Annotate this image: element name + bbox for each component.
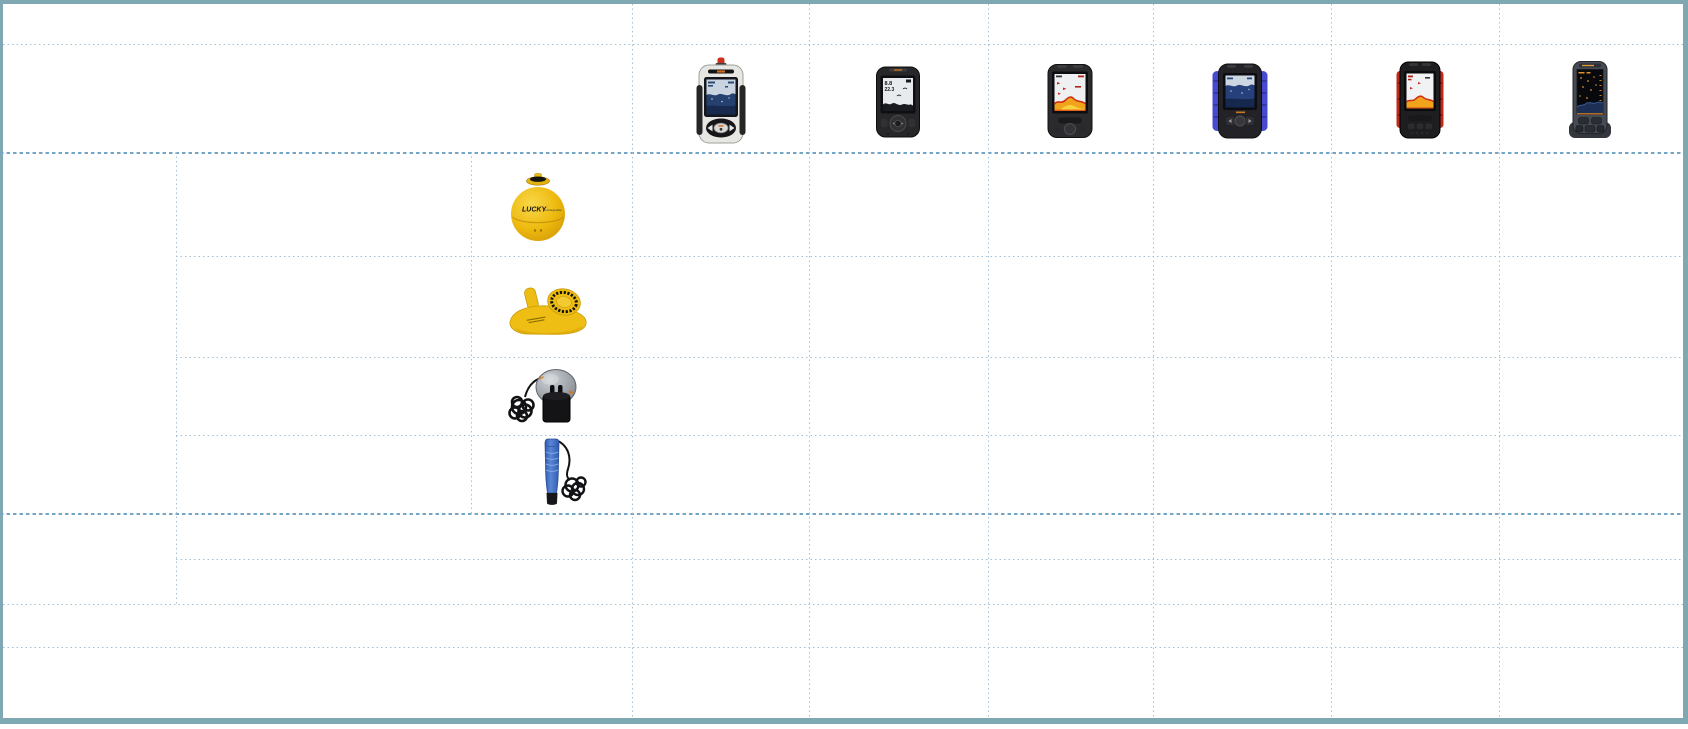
fishfinder-red-grips-image — [1396, 61, 1444, 139]
sonar-boat-sensor-image — [509, 287, 587, 335]
sheet-border-top — [0, 0, 1688, 4]
gridline-col-a — [176, 152, 177, 605]
gridline-col-2 — [809, 4, 810, 718]
gridline-row-1 — [3, 44, 1683, 45]
transducer-blue-handle-image — [544, 438, 587, 505]
fishfinder-portable-white-image — [696, 57, 746, 144]
gridline-col-6 — [1499, 4, 1500, 718]
gridline-col-1 — [632, 4, 633, 718]
gridline-row-8 — [3, 604, 1683, 605]
sheet-border-bottom — [0, 718, 1688, 724]
transducer-disc-image — [508, 369, 577, 423]
gridline-col-b — [471, 152, 472, 514]
product-fishfinder-red-grips[interactable] — [1396, 60, 1444, 140]
screen-temp-reading: 22.3 — [885, 87, 895, 93]
gridline-row-9 — [3, 647, 1683, 648]
gridline-row-3 — [176, 256, 1683, 257]
screen-depth-reading: 8.8 — [885, 81, 893, 87]
gridline-col-5 — [1331, 4, 1332, 718]
sheet-border-left — [0, 0, 3, 723]
product-fishfinder-mono-screen[interactable]: 8.8 22.3 — [874, 65, 922, 139]
gridline-row-2-strong — [0, 152, 1683, 154]
sheet-border-right — [1683, 0, 1688, 723]
product-fishfinder-color-screen[interactable] — [1045, 62, 1095, 140]
ball-brand-text: LUCKY — [522, 207, 547, 214]
fishfinder-purple-grips-image — [1212, 63, 1268, 139]
product-transducer-blue-handle[interactable] — [522, 437, 594, 513]
product-transducer-disc[interactable] — [503, 365, 587, 429]
sonar-ball-sensor-image: LUCKY Rechargeable — [511, 173, 565, 241]
gridline-col-4 — [1153, 4, 1154, 718]
gridline-row-6-strong — [0, 513, 1683, 515]
fishfinder-mono-screen-image: 8.8 22.3 — [876, 66, 920, 138]
product-sonar-boat-sensor[interactable] — [505, 281, 591, 341]
fishfinder-handheld-dark-image — [1569, 61, 1611, 138]
gridline-col-3 — [988, 4, 989, 718]
product-fishfinder-handheld-dark[interactable] — [1566, 60, 1614, 140]
fishfinder-color-screen-image — [1047, 64, 1093, 138]
product-sonar-ball-sensor[interactable]: LUCKY Rechargeable — [510, 168, 566, 246]
product-fishfinder-purple-grips[interactable] — [1212, 62, 1268, 140]
ball-label-text: Rechargeable — [543, 208, 562, 212]
gridline-row-4 — [176, 357, 1683, 358]
gridline-row-7 — [176, 559, 1683, 560]
product-fishfinder-portable-white[interactable] — [695, 57, 747, 144]
gridline-row-5 — [176, 435, 1683, 436]
